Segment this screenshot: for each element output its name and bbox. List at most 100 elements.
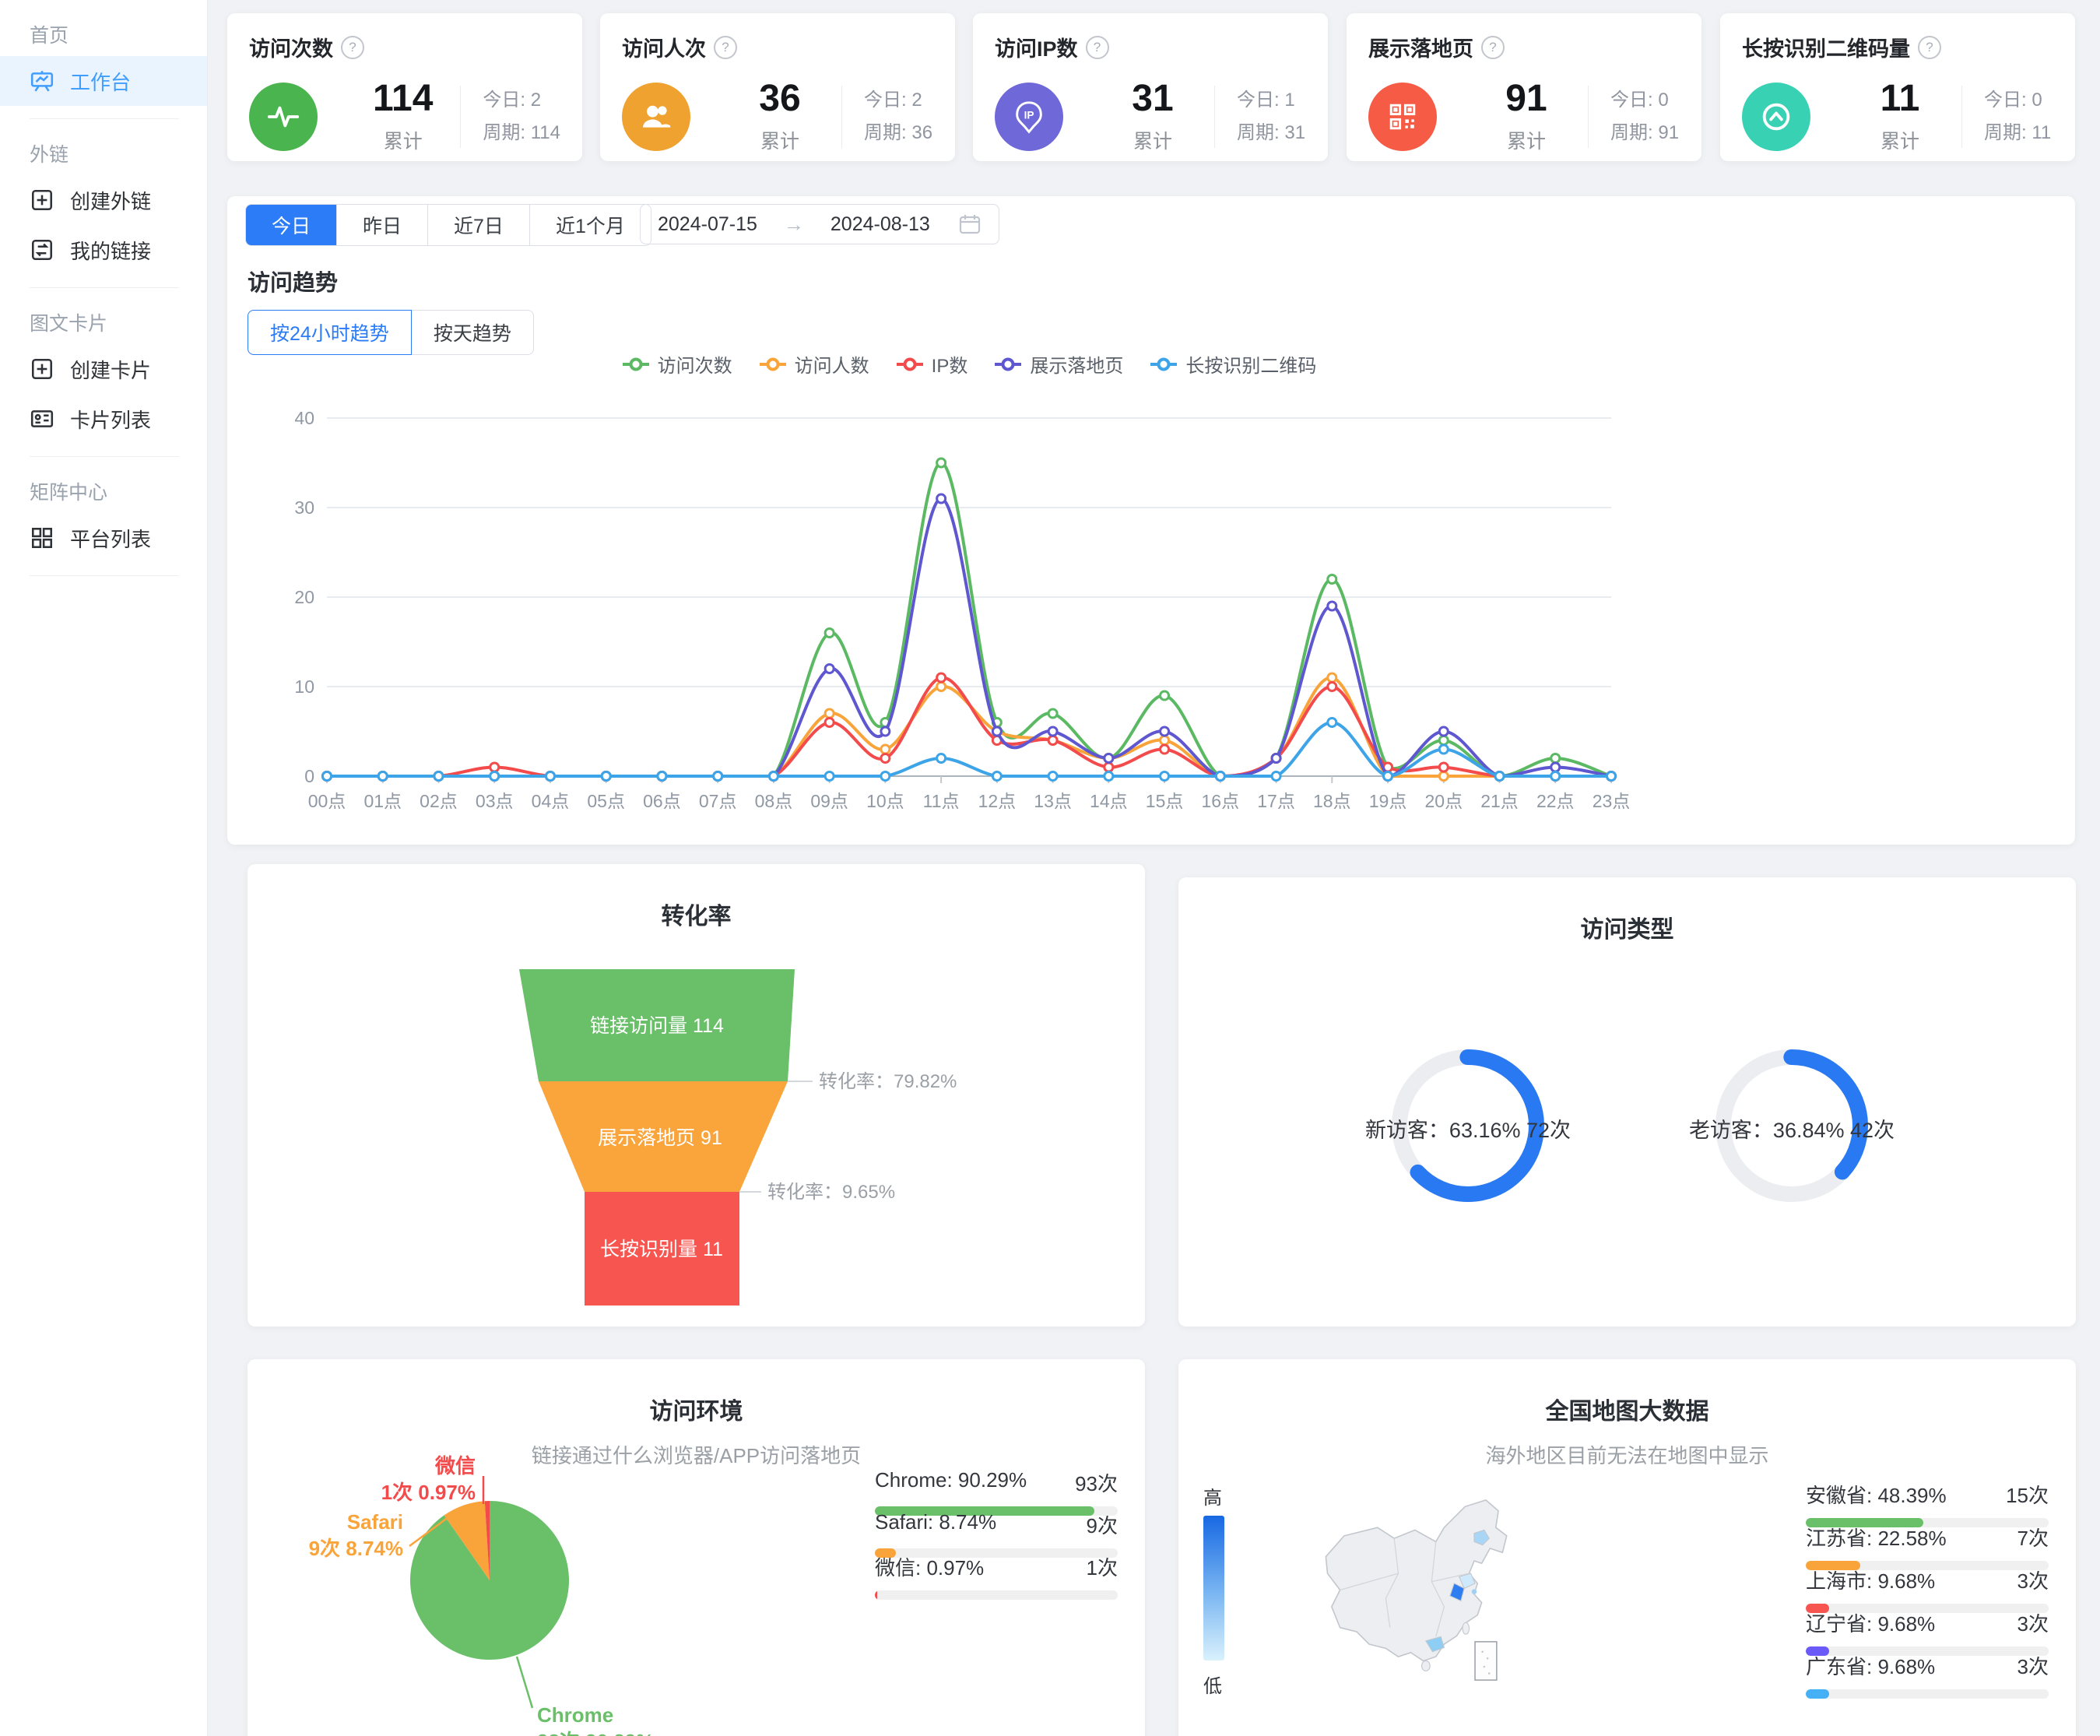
sidebar-item-create-card[interactable]: 创建卡片 — [0, 344, 207, 394]
data-point[interactable] — [1438, 743, 1449, 755]
data-point[interactable] — [1326, 574, 1338, 585]
data-point[interactable] — [489, 771, 500, 782]
x-axis-label: 13点 — [1034, 791, 1072, 811]
legend-item-visits[interactable]: 访问次数 — [622, 350, 732, 378]
data-point[interactable] — [1103, 753, 1115, 764]
data-point[interactable] — [1270, 771, 1282, 782]
x-axis-label: 18点 — [1313, 791, 1351, 811]
pie-slice-Safari[interactable] — [444, 1501, 490, 1580]
data-point[interactable] — [880, 753, 891, 764]
data-point[interactable] — [1214, 771, 1226, 782]
data-point[interactable] — [1382, 771, 1394, 782]
tab-last-month[interactable]: 近1个月 — [529, 205, 651, 245]
data-point[interactable] — [1326, 717, 1338, 728]
data-point[interactable] — [936, 457, 947, 469]
data-point[interactable] — [377, 771, 388, 782]
help-icon[interactable]: ? — [1481, 35, 1505, 59]
region-liaoning[interactable] — [1473, 1529, 1490, 1546]
data-point[interactable] — [1550, 761, 1561, 773]
data-point[interactable] — [1438, 771, 1449, 782]
data-point[interactable] — [936, 672, 947, 684]
sidebar-item-workbench[interactable]: 工作台 — [0, 56, 207, 106]
data-point[interactable] — [1159, 743, 1171, 755]
tab-last-7-days[interactable]: 近7日 — [427, 205, 529, 245]
data-point[interactable] — [433, 771, 444, 782]
data-point[interactable] — [936, 681, 947, 692]
data-point[interactable] — [321, 771, 332, 782]
data-point[interactable] — [600, 771, 612, 782]
data-point[interactable] — [767, 771, 779, 782]
china-map[interactable] — [1311, 1490, 1544, 1690]
calendar-icon[interactable] — [958, 213, 982, 236]
data-point[interactable] — [1103, 771, 1115, 782]
stat-value: 11 — [1880, 78, 1920, 119]
data-point[interactable] — [1550, 753, 1561, 764]
data-point[interactable] — [1270, 753, 1282, 764]
data-point[interactable] — [1047, 708, 1059, 719]
date-start[interactable]: 2024-07-15 — [658, 213, 757, 235]
date-range-picker[interactable]: 2024-07-15 → 2024-08-13 — [640, 204, 999, 244]
data-point[interactable] — [823, 627, 835, 638]
help-icon[interactable]: ? — [1918, 35, 1941, 59]
legend-item-landing[interactable]: 展示落地页 — [994, 350, 1123, 378]
data-point[interactable] — [936, 493, 947, 504]
data-point[interactable] — [1326, 681, 1338, 692]
funnel-stage-1[interactable] — [519, 969, 795, 1081]
data-point[interactable] — [1159, 690, 1171, 701]
data-point[interactable] — [991, 771, 1003, 782]
data-point[interactable] — [880, 726, 891, 737]
data-point[interactable] — [823, 708, 835, 719]
data-point[interactable] — [1438, 761, 1449, 773]
data-point[interactable] — [1326, 672, 1338, 684]
data-point[interactable] — [1159, 771, 1171, 782]
data-point[interactable] — [656, 771, 668, 782]
data-point[interactable] — [1550, 771, 1561, 782]
funnel-stage-2[interactable] — [539, 1081, 788, 1192]
data-point[interactable] — [1159, 735, 1171, 746]
region-anhui[interactable] — [1449, 1583, 1465, 1602]
sidebar-item-platform-list[interactable]: 平台列表 — [0, 513, 207, 563]
date-end[interactable]: 2024-08-13 — [830, 213, 930, 235]
data-point[interactable] — [1047, 726, 1059, 737]
data-point[interactable] — [489, 761, 500, 773]
legend-item-ip[interactable]: IP数 — [896, 350, 967, 378]
data-point[interactable] — [544, 771, 556, 782]
data-point[interactable] — [1047, 735, 1059, 746]
data-point[interactable] — [823, 717, 835, 728]
stat-value-label: 累计 — [760, 131, 799, 153]
tab-today[interactable]: 今日 — [246, 205, 337, 245]
data-point[interactable] — [1438, 726, 1449, 737]
data-point[interactable] — [936, 753, 947, 764]
tab-yesterday[interactable]: 昨日 — [336, 205, 428, 245]
data-point[interactable] — [1494, 771, 1505, 782]
funnel-stage-3[interactable] — [585, 1192, 739, 1306]
sidebar-item-card-list[interactable]: 卡片列表 — [0, 394, 207, 444]
legend-item-qr[interactable]: 长按识别二维码 — [1150, 350, 1316, 378]
legend-item-visitors[interactable]: 访问人数 — [759, 350, 869, 378]
data-point[interactable] — [712, 771, 724, 782]
data-point[interactable] — [1047, 771, 1059, 782]
pie-slices[interactable] — [410, 1501, 569, 1660]
data-point[interactable] — [880, 771, 891, 782]
data-point[interactable] — [1606, 771, 1617, 782]
data-point[interactable] — [880, 743, 891, 755]
data-point[interactable] — [823, 771, 835, 782]
province-border — [1340, 1573, 1399, 1591]
data-point[interactable] — [823, 663, 835, 674]
data-point[interactable] — [1103, 761, 1115, 773]
tab-24h-trend[interactable]: 按24小时趋势 — [248, 310, 412, 355]
sidebar-item-my-links[interactable]: 我的链接 — [0, 225, 207, 275]
sidebar-item-create-external-link[interactable]: 创建外链 — [0, 175, 207, 225]
tab-daily-trend[interactable]: 按天趋势 — [411, 310, 534, 355]
data-point[interactable] — [1159, 726, 1171, 737]
region-guangdong[interactable] — [1425, 1636, 1445, 1653]
data-point[interactable] — [1438, 735, 1449, 746]
pie-slice-微信[interactable] — [484, 1501, 490, 1580]
region-shanghai[interactable] — [1471, 1589, 1477, 1594]
help-icon[interactable]: ? — [341, 35, 364, 59]
help-icon[interactable]: ? — [714, 35, 737, 59]
help-icon[interactable]: ? — [1085, 35, 1109, 59]
data-point[interactable] — [1326, 600, 1338, 612]
region-jiangsu[interactable] — [1458, 1573, 1476, 1590]
data-point[interactable] — [991, 726, 1003, 737]
